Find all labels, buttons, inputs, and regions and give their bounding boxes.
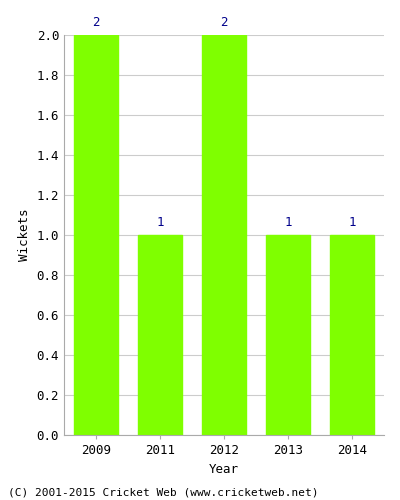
Text: (C) 2001-2015 Cricket Web (www.cricketweb.net): (C) 2001-2015 Cricket Web (www.cricketwe… xyxy=(8,488,318,498)
Text: 1: 1 xyxy=(284,216,292,229)
Text: 1: 1 xyxy=(348,216,356,229)
Y-axis label: Wickets: Wickets xyxy=(18,209,31,261)
Bar xyxy=(330,235,374,435)
X-axis label: Year: Year xyxy=(209,462,239,475)
Bar xyxy=(138,235,182,435)
Bar xyxy=(74,35,118,435)
Text: 2: 2 xyxy=(92,16,100,29)
Text: 2: 2 xyxy=(220,16,228,29)
Bar xyxy=(266,235,310,435)
Bar xyxy=(202,35,246,435)
Text: 1: 1 xyxy=(156,216,164,229)
